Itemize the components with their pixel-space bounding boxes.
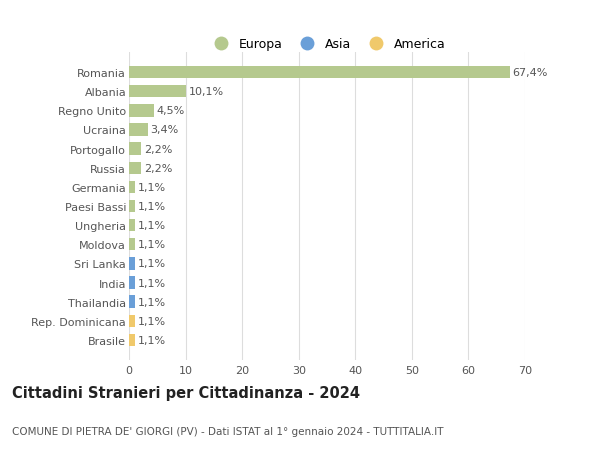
Text: 1,1%: 1,1%: [137, 278, 166, 288]
Bar: [129, 219, 135, 232]
Bar: [129, 315, 135, 327]
Text: 10,1%: 10,1%: [188, 87, 224, 97]
Text: 1,1%: 1,1%: [137, 221, 166, 230]
Bar: [129, 296, 135, 308]
Bar: [129, 67, 510, 79]
Text: 1,1%: 1,1%: [137, 335, 166, 345]
Legend: Europa, Asia, America: Europa, Asia, America: [203, 33, 451, 56]
Bar: [129, 86, 186, 98]
Text: COMUNE DI PIETRA DE' GIORGI (PV) - Dati ISTAT al 1° gennaio 2024 - TUTTITALIA.IT: COMUNE DI PIETRA DE' GIORGI (PV) - Dati …: [12, 426, 443, 436]
Bar: [129, 277, 135, 289]
Bar: [129, 257, 135, 270]
Text: 3,4%: 3,4%: [151, 125, 179, 135]
Text: 4,5%: 4,5%: [157, 106, 185, 116]
Bar: [129, 143, 142, 156]
Text: 1,1%: 1,1%: [137, 259, 166, 269]
Bar: [129, 200, 135, 213]
Text: 2,2%: 2,2%: [144, 163, 172, 174]
Bar: [129, 105, 154, 118]
Text: 1,1%: 1,1%: [137, 202, 166, 212]
Bar: [129, 239, 135, 251]
Bar: [129, 124, 148, 136]
Text: 1,1%: 1,1%: [137, 240, 166, 250]
Text: 1,1%: 1,1%: [137, 183, 166, 192]
Text: Cittadini Stranieri per Cittadinanza - 2024: Cittadini Stranieri per Cittadinanza - 2…: [12, 385, 360, 400]
Text: 2,2%: 2,2%: [144, 144, 172, 154]
Bar: [129, 162, 142, 174]
Bar: [129, 181, 135, 194]
Text: 1,1%: 1,1%: [137, 316, 166, 326]
Bar: [129, 334, 135, 347]
Text: 67,4%: 67,4%: [512, 68, 548, 78]
Text: 1,1%: 1,1%: [137, 297, 166, 307]
